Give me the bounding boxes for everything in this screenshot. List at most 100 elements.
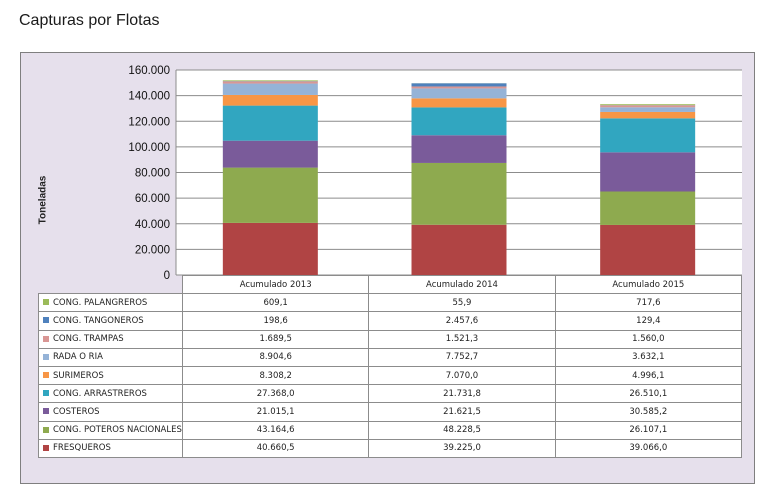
table-row: RADA O RIA 8.904,6 7.752,7 3.632,1 [38,347,743,367]
legend-label: CONG. POTEROS NACIONALES [53,425,182,436]
bar-segment [600,107,696,112]
bar-segment [600,104,696,106]
bar-segment [222,83,318,95]
data-value: 43.164,6 [181,420,370,440]
data-value: 609,1 [181,293,370,313]
table-row: CONG. TANGONEROS 198,6 2.457,6 129,4 [38,311,743,331]
legend-label: CONG. TRAMPAS [53,334,124,345]
legend-label: CONG. TANGONEROS [53,315,144,326]
legend-entry: RADA O RIA [38,347,183,367]
legend-swatch [43,444,49,451]
data-value: 7.752,7 [368,347,556,367]
legend-label: CONG. ARRASTREROS [53,388,147,399]
legend-label: RADA O RIA [53,352,103,363]
table-row: CONG. TRAMPAS 1.689,5 1.521,3 1.560,0 [38,329,743,349]
legend-label: SURIMEROS [53,370,104,381]
data-value: 1.689,5 [181,329,370,349]
y-tick-label: 40.000 [135,219,170,231]
bar-segment [411,162,507,225]
legend-entry: CONG. ARRASTREROS [38,384,183,404]
bar-segment [222,94,318,106]
bar-segment [600,191,696,225]
bar-segment [411,107,507,136]
data-value: 21.621,5 [368,402,556,422]
data-value: 3.632,1 [554,347,743,367]
category-header: Acumulado 2014 [368,274,556,295]
legend-swatch [43,390,49,397]
legend-entry: CONG. PALANGREROS [38,293,183,313]
legend-swatch [43,299,49,306]
legend-entry: SURIMEROS [38,365,183,386]
data-value: 21.731,8 [368,384,556,404]
bar-segment [411,88,507,99]
legend-swatch [43,426,49,433]
data-value: 198,6 [181,311,370,331]
data-value: 4.996,1 [554,365,743,386]
data-value: 8.904,6 [181,347,370,367]
legend-swatch [43,353,49,360]
y-tick-label: 60.000 [135,193,170,205]
bar-segment [222,167,318,223]
legend-swatch [43,317,49,324]
legend-entry: COSTEROS [38,402,183,422]
data-value: 26.107,1 [554,420,743,440]
legend-swatch [43,335,49,342]
data-table-corner [38,275,183,295]
bar-segment [600,224,696,275]
data-value: 717,6 [554,293,743,313]
bar-segment [411,83,507,87]
bar-segment [411,98,507,108]
table-row: CONG. ARRASTREROS 27.368,0 21.731,8 26.510,… [38,384,743,404]
data-value: 27.368,0 [181,384,370,404]
data-value: 39.066,0 [554,438,743,458]
table-row: CONG. PALANGREROS 609,1 55,9 717,6 [38,293,743,313]
legend-swatch [43,372,49,379]
data-value: 55,9 [368,293,556,313]
bar-segment [411,86,507,89]
bar-segment [600,152,696,192]
bar-segment [222,222,318,275]
category-header: Acumulado 2013 [181,274,370,295]
y-tick-label: 160.000 [128,65,170,77]
legend-entry: FRESQUEROS [38,438,183,458]
legend-entry: CONG. TRAMPAS [38,329,183,349]
bar-segment [222,80,318,82]
y-tick-label: 80.000 [135,168,170,180]
category-header: Acumulado 2015 [554,274,743,295]
table-row: CONG. POTEROS NACIONALES 43.164,6 48.228,5… [38,420,743,440]
legend-entry: CONG. POTEROS NACIONALES [38,420,183,440]
page-title: Capturas por Flotas [19,12,160,29]
data-value: 30.585,2 [554,402,743,422]
data-value: 129,4 [554,311,743,331]
data-value: 8.308,2 [181,365,370,386]
bar-segment [600,118,696,153]
data-value: 39.225,0 [368,438,556,458]
data-value: 26.510,1 [554,384,743,404]
bar-segment [411,224,507,275]
legend-swatch [43,408,49,415]
data-table: Acumulado 2013 Acumulado 2014 Acumulado 20… [38,274,743,458]
data-value: 1.521,3 [368,329,556,349]
data-value: 48.228,5 [368,420,556,440]
bar-segment [411,135,507,163]
legend-label: CONG. PALANGREROS [53,297,148,308]
bar-segment [222,105,318,141]
data-table-header: Acumulado 2013 Acumulado 2014 Acumulado 20… [38,274,743,295]
bar-segment [222,81,318,84]
legend-label: COSTEROS [53,406,100,417]
bar-segment [600,111,696,119]
data-value: 1.560,0 [554,329,743,349]
data-value: 7.070,0 [368,365,556,386]
table-row: COSTEROS 21.015,1 21.621,5 30.585,2 [38,402,743,422]
y-tick-label: 100.000 [128,142,170,154]
y-tick-label: 20.000 [135,244,170,256]
data-value: 21.015,1 [181,402,370,422]
data-value: 40.660,5 [181,438,370,458]
bar-segment [600,105,696,108]
table-row: FRESQUEROS 40.660,5 39.225,0 39.066,0 [38,438,743,458]
y-tick-label: 140.000 [128,91,170,103]
table-row: SURIMEROS 8.308,2 7.070,0 4.996,1 [38,365,743,386]
bar-segment [222,140,318,168]
y-tick-label: 120.000 [128,116,170,128]
